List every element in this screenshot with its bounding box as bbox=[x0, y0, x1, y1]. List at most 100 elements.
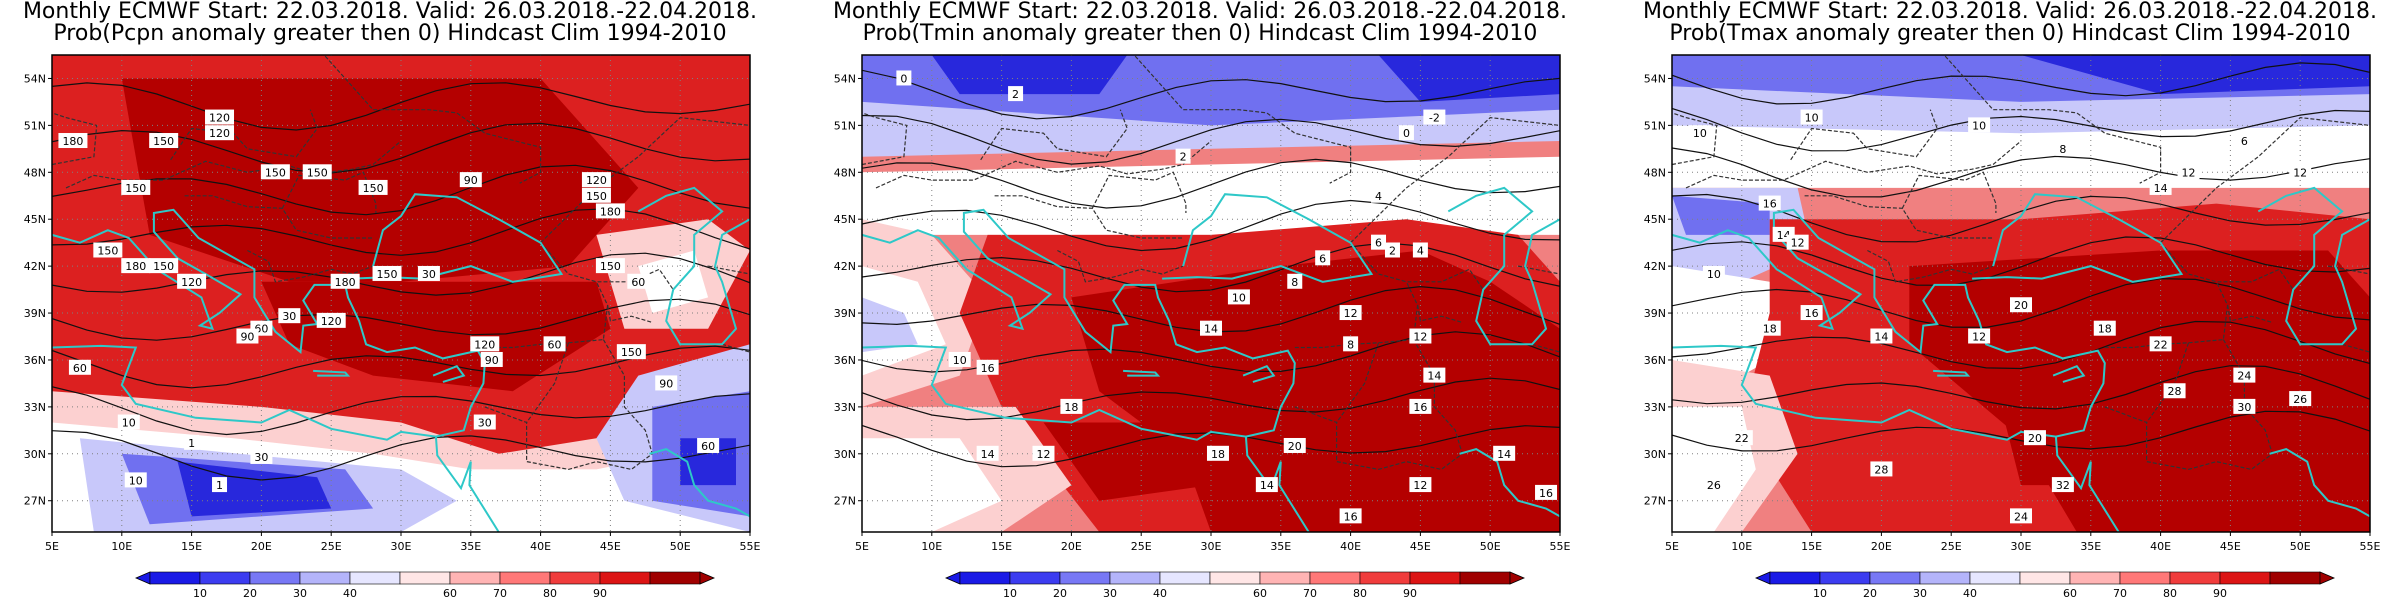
colorbar-segment bbox=[449, 571, 501, 585]
lon-tick-label: 30E bbox=[2011, 540, 2032, 553]
probability-region bbox=[177, 461, 332, 517]
lat-tick-label: 39N bbox=[24, 307, 46, 320]
map-figure: 02-2204681012141614181210426812141618201… bbox=[834, 54, 1571, 600]
lon-tick-label: 15E bbox=[1801, 540, 1822, 553]
contour-label-box bbox=[976, 445, 999, 461]
contour-label-box bbox=[1008, 86, 1024, 102]
lon-tick-label: 45E bbox=[2220, 540, 2241, 553]
lat-tick-label: 51N bbox=[834, 119, 856, 132]
contour-line bbox=[1672, 107, 2370, 152]
contour-label: 24 bbox=[2014, 510, 2028, 523]
contour-label-box bbox=[149, 258, 179, 274]
contour-label-box bbox=[2051, 477, 2074, 493]
lon-tick-label: 40E bbox=[530, 540, 551, 553]
lat-tick-label: 39N bbox=[1644, 307, 1666, 320]
colorbar-tick-label: 90 bbox=[1403, 587, 1417, 600]
country-border bbox=[721, 343, 750, 353]
contour-label-box bbox=[2177, 164, 2200, 180]
probability-region bbox=[862, 297, 918, 353]
contour-label-box bbox=[2233, 398, 2256, 414]
lon-tick-label: 15E bbox=[991, 540, 1012, 553]
contour-label: 16 bbox=[1539, 487, 1553, 500]
contour-label: 8 bbox=[2059, 143, 2066, 156]
country-border bbox=[52, 112, 98, 166]
contour-label: 4 bbox=[1417, 244, 1424, 257]
contour-label-box bbox=[2055, 140, 2071, 156]
lon-tick-label: 25E bbox=[1131, 540, 1152, 553]
colorbar-segment bbox=[2019, 571, 2071, 585]
contour-label-box bbox=[2289, 164, 2312, 180]
contour-line bbox=[1672, 147, 2370, 198]
contour-label: 150 bbox=[265, 166, 286, 179]
contour-label: 26 bbox=[2293, 393, 2307, 406]
country-border bbox=[323, 55, 542, 184]
contour-label-box bbox=[1800, 305, 1823, 321]
lon-tick-label: 50E bbox=[1480, 540, 1501, 553]
country-border bbox=[1867, 249, 1994, 283]
contour-label: 150 bbox=[97, 244, 118, 257]
contour-label-box bbox=[1200, 320, 1222, 336]
contour-line bbox=[52, 252, 750, 296]
contour-label: 150 bbox=[153, 135, 174, 148]
lon-tick-label: 40E bbox=[2150, 540, 2171, 553]
coastline bbox=[2054, 436, 2120, 532]
coastline bbox=[432, 364, 466, 383]
contour-label-box bbox=[2010, 508, 2032, 524]
contour-label: 2 bbox=[1012, 88, 1019, 101]
contour-label: 10 bbox=[953, 354, 967, 367]
colorbar-tick-label: 60 bbox=[443, 587, 457, 600]
contour-label: 120 bbox=[321, 315, 342, 328]
contour-line bbox=[52, 386, 750, 436]
country-border bbox=[1057, 249, 1184, 283]
coastline bbox=[1672, 208, 2106, 441]
colorbar-segment bbox=[959, 571, 1011, 585]
colorbar-tick-label: 30 bbox=[293, 587, 307, 600]
lon-tick-label: 50E bbox=[670, 540, 691, 553]
contour-label-box bbox=[1800, 109, 1823, 125]
colorbar-tick-label: 10 bbox=[193, 587, 207, 600]
colorbar-segment bbox=[2119, 571, 2171, 585]
contour-label: 30 bbox=[282, 310, 296, 323]
panel-title-line1: Monthly ECMWF Start: 22.03.2018. Valid: … bbox=[1642, 0, 2378, 24]
country-border bbox=[862, 112, 908, 166]
colorbar-arrow-left bbox=[1754, 571, 1771, 585]
lon-tick-label: 10E bbox=[1731, 540, 1752, 553]
contour-label-box bbox=[473, 414, 496, 430]
country-border bbox=[1091, 171, 1187, 213]
contour-line bbox=[862, 114, 1560, 165]
contour-label-box bbox=[68, 359, 91, 375]
colorbar-arrow-right bbox=[699, 571, 716, 585]
contour-label-box bbox=[1786, 234, 1809, 250]
contour-label: 32 bbox=[2056, 479, 2070, 492]
colorbar-tick-label: 40 bbox=[1153, 587, 1167, 600]
coastline bbox=[2269, 448, 2370, 518]
contour-label: 22 bbox=[2154, 338, 2168, 351]
contour-label: -2 bbox=[1429, 112, 1440, 125]
panel-tmin: Monthly ECMWF Start: 22.03.2018. Valid: … bbox=[810, 0, 1590, 600]
country-border bbox=[980, 109, 1128, 161]
colorbar-segment bbox=[1059, 571, 1111, 585]
contour-label-box bbox=[1339, 508, 1362, 524]
contour-label: 180 bbox=[335, 276, 356, 289]
country-border bbox=[2160, 242, 2294, 290]
contour-label-box bbox=[1409, 328, 1432, 344]
country-border bbox=[1133, 55, 1352, 184]
contour-label: 22 bbox=[1735, 432, 1749, 445]
coastline bbox=[52, 208, 486, 441]
contour-label: 8 bbox=[1347, 338, 1354, 351]
contour-label: 14 bbox=[1497, 448, 1511, 461]
contour-label: 60 bbox=[631, 276, 645, 289]
contour-label: 10 bbox=[1707, 268, 1721, 281]
contour-label-box bbox=[1423, 367, 1446, 383]
lon-tick-label: 45E bbox=[600, 540, 621, 553]
contour-label: 180 bbox=[600, 205, 621, 218]
contour-label: 12 bbox=[1791, 237, 1805, 250]
contour-label: 180 bbox=[62, 135, 83, 148]
contour-label-box bbox=[1032, 445, 1055, 461]
country-border bbox=[602, 339, 653, 454]
colorbar-segment bbox=[2069, 571, 2121, 585]
coastline bbox=[637, 186, 750, 346]
contour-label-box bbox=[948, 351, 971, 367]
contour-label: 26 bbox=[1707, 479, 1721, 492]
country-border bbox=[1350, 116, 1560, 244]
